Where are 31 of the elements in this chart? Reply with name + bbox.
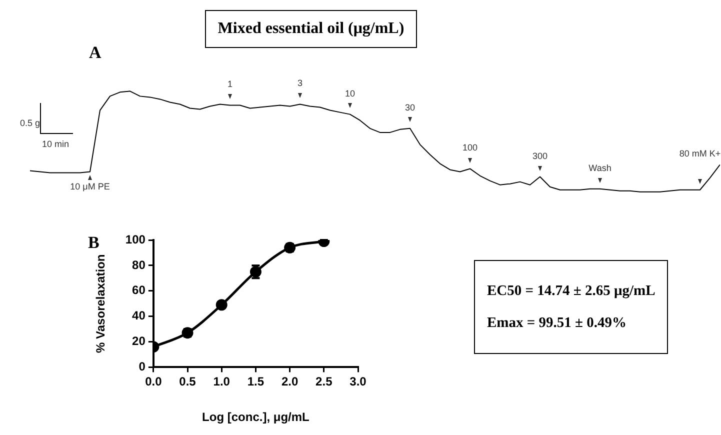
- x-tick-label: 0.0: [145, 374, 162, 389]
- chart-title: Mixed essential oil (μg/mL): [205, 10, 417, 48]
- y-tick-label: 80: [132, 258, 146, 272]
- x-tick-label: 30: [404, 102, 416, 112]
- y-tick-label: 0: [138, 360, 146, 374]
- x-tick-label: 80 mM K+: [679, 148, 721, 159]
- x-tick-label: 10: [344, 88, 356, 98]
- y-tick-label: 60: [132, 283, 146, 298]
- x-tick-label: 1.0: [213, 374, 230, 389]
- text: Emax = 99.51 ± 0.49%: [487, 314, 628, 333]
- x-tick-label: 300: [532, 150, 548, 161]
- x-tick-label: 0.5: [179, 374, 196, 389]
- x-tick-label: 10 μM PE: [70, 182, 110, 192]
- x-tick-label: 1: [227, 79, 233, 90]
- text: B: [88, 233, 100, 253]
- y-tick-label: 40: [132, 308, 146, 323]
- y-tick-label: 100: [125, 232, 146, 246]
- annotation: 0.5 g: [20, 118, 40, 128]
- x-tick-label: 3: [297, 78, 303, 88]
- x-tick-label: 2.0: [281, 374, 298, 389]
- y-axis-title: % Vasorelaxation: [94, 254, 108, 353]
- x-tick-label: Wash: [588, 162, 612, 173]
- annotation: 10 min: [42, 139, 70, 149]
- y-tick-label: 20: [132, 334, 146, 348]
- x-axis-title: Log [conc.], μg/mL: [202, 410, 310, 424]
- x-tick-label: 1.5: [247, 374, 264, 389]
- x-tick-label: 3.0: [350, 374, 367, 389]
- x-tick-label: 2.5: [316, 374, 333, 389]
- text: A: [89, 43, 102, 63]
- scale-bar: 0.5 g 10 min: [20, 103, 75, 152]
- text: EC50 = 14.74 ± 2.65 μg/mL: [487, 282, 656, 301]
